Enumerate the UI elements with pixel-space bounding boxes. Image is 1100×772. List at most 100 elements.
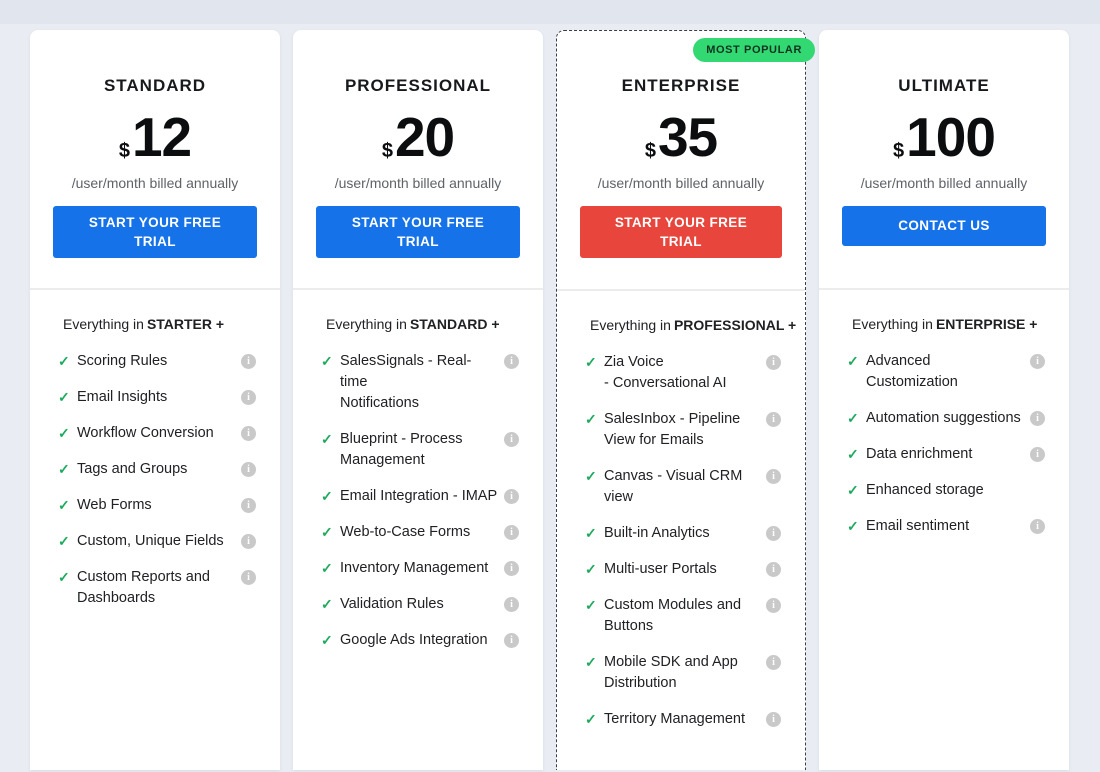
plan-card-professional: PROFESSIONAL $ 20 /user/month billed ann… [293,30,543,770]
feature-label: Validation Rules [340,596,444,612]
info-icon[interactable]: i [241,390,256,405]
feature-label: Built-in Analytics [604,525,710,541]
currency-symbol: $ [644,140,656,162]
info-icon[interactable]: i [241,498,256,513]
feature-label: Automation suggestions [866,410,1021,426]
feature-label: Data enrichment [866,446,973,462]
feature-item: ✓ Mobile SDK and App Distribution i [585,652,781,694]
feature-item: ✓ Advanced Customization i [847,351,1045,393]
plan-price: $ 12 [30,106,280,168]
feature-item: ✓ Email Insights i [58,387,256,408]
price-amount: 12 [131,106,192,168]
info-icon[interactable]: i [504,525,519,540]
billing-note: /user/month billed annually [334,174,502,191]
contact-us-button[interactable]: CONTACT US [842,205,1046,246]
check-icon: ✓ [58,461,70,477]
check-icon: ✓ [321,596,333,612]
info-icon[interactable]: i [766,412,781,427]
info-icon[interactable]: i [766,712,781,727]
check-icon: ✓ [321,353,333,369]
feature-label: Custom, Unique Fields [77,533,224,549]
feature-label: Blueprint - Process Management [340,431,463,468]
feature-label: Google Ads Integration [340,632,488,648]
start-trial-button[interactable]: START YOUR FREE TRIAL [580,205,782,258]
currency-symbol: $ [381,140,393,162]
info-icon[interactable]: i [241,462,256,477]
feature-label: Web Forms [77,497,152,513]
feature-label: SalesInbox - Pipeline View for Emails [604,411,741,448]
info-icon[interactable]: i [241,354,256,369]
intro-prefix: Everything in [63,316,144,332]
feature-label: Enhanced storage [866,482,984,498]
check-icon: ✓ [585,597,597,613]
info-icon[interactable]: i [504,597,519,612]
feature-label: Custom Modules and Buttons [604,597,742,634]
info-icon[interactable]: i [504,633,519,648]
feature-label: Zia Voice - Conversational AI [604,354,727,391]
billing-note: /user/month billed annually [71,174,239,191]
feature-item: ✓ Custom Reports and Dashboards i [58,567,256,609]
intro-bold: STARTER + [146,316,225,332]
cta-label: CONTACT US [898,218,990,234]
feature-item: ✓ Validation Rules i [321,594,519,615]
start-trial-button[interactable]: START YOUR FREE TRIAL [316,205,520,258]
info-icon[interactable]: i [1030,354,1045,369]
price-amount: 35 [657,106,718,168]
feature-item: ✓ Web Forms i [58,495,256,516]
cta-label: START YOUR FREE TRIAL [351,214,485,249]
info-icon[interactable]: i [504,432,519,447]
info-icon[interactable]: i [766,469,781,484]
feature-item: ✓ Email sentiment i [847,516,1045,537]
plan-price: $ 35 [557,106,805,168]
feature-item: ✓ Inventory Management i [321,558,519,579]
feature-label: Advanced Customization [866,353,958,390]
info-icon[interactable]: i [766,526,781,541]
feature-list: ✓ Scoring Rules i ✓ Email Insights i ✓ Workflow… [58,351,256,609]
check-icon: ✓ [847,410,859,426]
info-icon[interactable]: i [504,561,519,576]
feature-item: ✓ SalesSignals - Real-time Notifications i [321,351,519,414]
check-icon: ✓ [321,632,333,648]
info-icon[interactable]: i [504,489,519,504]
features-intro: Everything in STANDARD + [321,316,519,332]
start-trial-button[interactable]: START YOUR FREE TRIAL [53,205,257,258]
billing-note: /user/month billed annually [860,174,1028,191]
info-icon[interactable]: i [241,570,256,585]
feature-item: ✓ Google Ads Integration i [321,630,519,651]
feature-label: Mobile SDK and App Distribution [604,654,738,691]
info-icon[interactable]: i [766,598,781,613]
check-icon: ✓ [847,518,859,534]
feature-item: ✓ Built-in Analytics i [585,523,781,544]
features-intro: Everything in ENTERPRISE + [847,316,1045,332]
info-icon[interactable]: i [766,355,781,370]
features-intro: Everything in PROFESSIONAL + [585,317,796,333]
info-icon[interactable]: i [766,655,781,670]
feature-label: Email sentiment [866,518,970,534]
info-icon[interactable]: i [1030,447,1045,462]
intro-bold: STANDARD + [409,316,500,332]
info-icon[interactable]: i [241,534,256,549]
check-icon: ✓ [585,525,597,541]
feature-label: Email Integration - IMAP [340,488,498,504]
price-amount: 100 [906,106,996,168]
feature-label: SalesSignals - Real-time Notifications [340,353,472,411]
feature-label: Multi-user Portals [604,561,717,577]
check-icon: ✓ [585,561,597,577]
feature-label: Custom Reports and Dashboards [77,569,210,606]
info-icon[interactable]: i [1030,411,1045,426]
check-icon: ✓ [847,446,859,462]
plan-header: PROFESSIONAL $ 20 /user/month billed ann… [293,30,543,290]
features-section: Everything in STARTER + ✓ Scoring Rules i ✓ E… [30,290,280,609]
info-icon[interactable]: i [766,562,781,577]
feature-item: ✓ Blueprint - Process Management i [321,429,519,471]
feature-label: Scoring Rules [77,353,168,369]
intro-prefix: Everything in [590,317,671,333]
check-icon: ✓ [847,353,859,369]
feature-label: Web-to-Case Forms [340,524,471,540]
feature-item: ✓ Multi-user Portals i [585,559,781,580]
currency-symbol: $ [118,140,130,162]
info-icon[interactable]: i [504,354,519,369]
info-icon[interactable]: i [241,426,256,441]
check-icon: ✓ [321,431,333,447]
info-icon[interactable]: i [1030,519,1045,534]
